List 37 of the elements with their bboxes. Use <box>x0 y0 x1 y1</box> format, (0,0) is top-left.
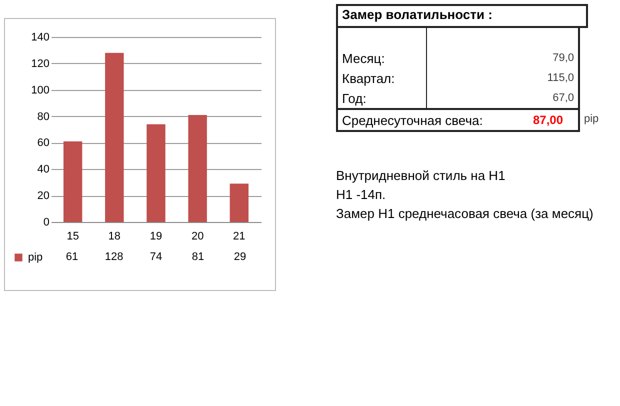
text: pip <box>584 113 599 125</box>
x-tick-label: 18 <box>108 230 121 242</box>
y-tick-label: 80 <box>37 110 50 123</box>
y-tick-label: 120 <box>31 58 50 70</box>
x-tick-label: 21 <box>233 230 246 242</box>
x-tick-label: 20 <box>191 230 204 242</box>
y-tick-label: 40 <box>37 164 50 176</box>
data-label: 81 <box>192 251 204 263</box>
bar <box>105 52 124 222</box>
text: Среднесуточная свеча: <box>341 112 484 128</box>
text: 115,0 <box>546 72 575 84</box>
y-tick-label: 140 <box>31 32 50 44</box>
data-label: 74 <box>150 251 162 263</box>
y-tick-label: 60 <box>37 137 50 150</box>
x-tick-label: 15 <box>66 230 79 242</box>
text: Внутридневной стиль на H1 <box>336 168 506 185</box>
text: Замер волатильности : <box>336 4 588 28</box>
text: 79,0 <box>552 52 575 64</box>
data-label: 128 <box>104 251 124 263</box>
bar <box>188 114 207 222</box>
text: Замер H1 среднечасовая свеча (за месяц) <box>336 206 594 223</box>
y-tick-label: 100 <box>31 84 50 96</box>
bar <box>146 124 166 222</box>
text: Месяц: <box>338 48 427 68</box>
data-label: 29 <box>234 251 246 263</box>
bar <box>63 141 82 222</box>
text: Квартал: <box>338 68 427 88</box>
text: H1 -14п. <box>336 187 387 204</box>
text: 67,0 <box>552 92 575 104</box>
x-tick-label: 19 <box>150 230 162 242</box>
text: 87,00 <box>532 113 564 127</box>
legend-label: pip <box>28 252 43 264</box>
y-tick-label: 0 <box>43 216 50 228</box>
bar <box>230 184 249 222</box>
y-tick-label: 20 <box>37 190 50 202</box>
text: Год: <box>338 88 427 108</box>
data-label: 61 <box>66 251 78 263</box>
